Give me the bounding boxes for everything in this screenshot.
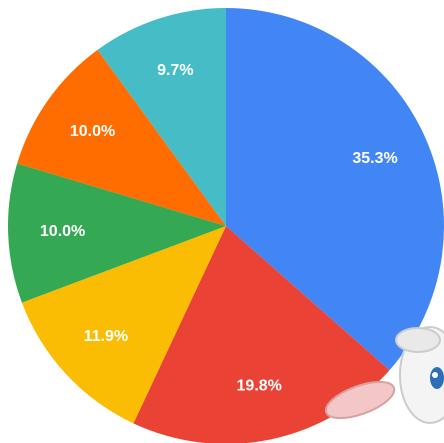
slice-label: 19.8%: [237, 377, 282, 394]
slice-label: 11.9%: [84, 328, 128, 345]
mascot-hair: [396, 328, 440, 352]
page: 35.3%19.8%11.9%10.0%10.0%9.7% (() => { c…: [0, 0, 444, 443]
slice-label: 10.0%: [40, 223, 85, 240]
slice-label: 35.3%: [352, 150, 397, 167]
slice-label: 10.0%: [70, 123, 115, 140]
slice-label: 9.7%: [157, 62, 193, 79]
chart: 35.3% 19.8% 11.9% 10.0% 10.0% 9.7%: [0, 0, 444, 443]
mascot-eye-glint: [432, 372, 438, 378]
mascot-eye: [430, 367, 444, 389]
